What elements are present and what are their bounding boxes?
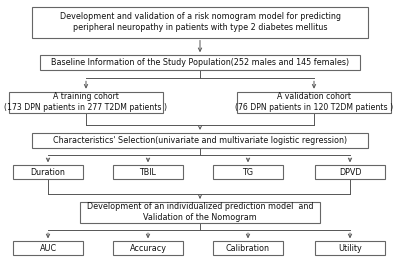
- FancyBboxPatch shape: [113, 165, 183, 179]
- FancyBboxPatch shape: [9, 92, 163, 113]
- FancyBboxPatch shape: [13, 165, 83, 179]
- FancyBboxPatch shape: [213, 165, 283, 179]
- Text: TG: TG: [242, 168, 254, 177]
- FancyBboxPatch shape: [213, 241, 283, 255]
- FancyBboxPatch shape: [113, 241, 183, 255]
- FancyBboxPatch shape: [40, 55, 360, 70]
- FancyBboxPatch shape: [32, 133, 368, 148]
- Text: DPVD: DPVD: [339, 168, 361, 177]
- Text: Development of an individualized prediction model  and
Validation of the Nomogra: Development of an individualized predict…: [87, 202, 313, 222]
- FancyBboxPatch shape: [13, 241, 83, 255]
- Text: Accuracy: Accuracy: [130, 244, 166, 253]
- Text: AUC: AUC: [40, 244, 56, 253]
- Text: Development and validation of a risk nomogram model for predicting
peripheral ne: Development and validation of a risk nom…: [60, 12, 340, 32]
- FancyBboxPatch shape: [80, 202, 320, 223]
- FancyBboxPatch shape: [315, 165, 385, 179]
- FancyBboxPatch shape: [315, 241, 385, 255]
- Text: Utility: Utility: [338, 244, 362, 253]
- FancyBboxPatch shape: [32, 7, 368, 37]
- Text: Characteristics' Selection(univariate and multivariate logistic regression): Characteristics' Selection(univariate an…: [53, 136, 347, 145]
- FancyBboxPatch shape: [237, 92, 391, 113]
- Text: TBIL: TBIL: [140, 168, 156, 177]
- Text: Baseline Information of the Study Population(252 males and 145 females): Baseline Information of the Study Popula…: [51, 58, 349, 67]
- Text: A training cohort
(173 DPN patients in 277 T2DM patients ): A training cohort (173 DPN patients in 2…: [4, 92, 168, 112]
- Text: A validation cohort
(76 DPN patients in 120 T2DM patients ): A validation cohort (76 DPN patients in …: [235, 92, 393, 112]
- Text: Calibration: Calibration: [226, 244, 270, 253]
- Text: Duration: Duration: [30, 168, 66, 177]
